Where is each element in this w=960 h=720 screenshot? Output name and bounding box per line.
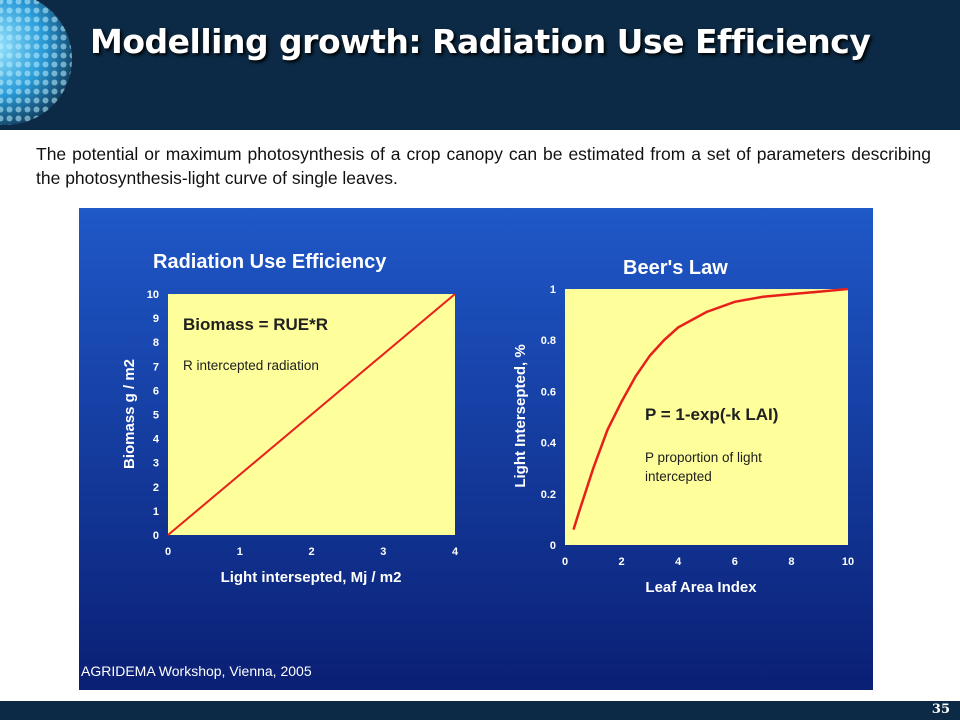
- beers-law-x-tick-label: 2: [619, 556, 625, 568]
- slide-title: Modelling growth: Radiation Use Efficien…: [90, 22, 871, 61]
- rue-y-tick-label: 10: [147, 289, 159, 301]
- rue-series-line: [167, 293, 456, 536]
- beers-law-chart-title: Beer's Law: [623, 257, 728, 279]
- rue-x-tick-label: 4: [452, 546, 459, 558]
- rue-annotation-equation: Biomass = RUE*R: [183, 315, 328, 334]
- rue-chart-title: Radiation Use Efficiency: [153, 251, 387, 273]
- rue-y-tick-label: 3: [153, 458, 159, 470]
- rue-x-tick-label: 3: [380, 546, 386, 558]
- beers-law-y-tick-label: 0.4: [541, 438, 557, 450]
- beers-law-y-ticks: 0 0.2 0.4 0.6 0.8 1: [541, 284, 557, 552]
- rue-y-tick-label: 1: [153, 506, 159, 518]
- beers-law-annotation-equation: P = 1-exp(-k LAI): [645, 405, 778, 424]
- beers-law-y-tick-label: 0.6: [541, 386, 556, 398]
- rue-y-tick-label: 6: [153, 385, 159, 397]
- beers-law-chart: Beer's Law 0 0.2 0.4 0.6 0.8 1 0 2 4 6 8 10 P = 1-…: [512, 257, 854, 596]
- slide-footer: 35: [0, 701, 960, 720]
- rue-x-axis-label: Light intersepted, Mj / m2: [221, 569, 402, 586]
- beers-law-x-tick-label: 0: [562, 556, 568, 568]
- rue-x-tick-label: 1: [237, 546, 243, 558]
- beers-law-y-axis-label: Light Intersepted, %: [512, 344, 529, 487]
- beers-law-x-tick-label: 10: [842, 556, 854, 568]
- intro-text: The potential or maximum photosynthesis …: [36, 144, 931, 188]
- beers-law-series-line: [572, 287, 849, 530]
- rue-x-tick-label: 0: [165, 546, 171, 558]
- page-number: 35: [931, 702, 950, 717]
- rue-y-tick-label: 5: [153, 410, 159, 422]
- rue-x-ticks: 0 1 2 3 4: [165, 546, 459, 558]
- rue-x-tick-label: 2: [308, 546, 314, 558]
- workshop-credit: AGRIDEMA Workshop, Vienna, 2005: [81, 663, 312, 679]
- rue-y-tick-label: 0: [153, 530, 159, 542]
- beers-law-annotation-note-line1: P proportion of light: [645, 450, 762, 465]
- beers-law-x-tick-label: 4: [675, 556, 682, 568]
- rue-annotation-note: R intercepted radiation: [183, 358, 319, 373]
- rue-y-tick-label: 9: [153, 313, 159, 325]
- beers-law-y-tick-label: 0.8: [541, 335, 556, 347]
- globe-logo-icon: [0, 0, 72, 125]
- rue-chart: Radiation Use Efficiency 0 1 2 3 4 5 6 7 8 9 10 0 1…: [121, 251, 459, 586]
- rue-y-tick-label: 2: [153, 482, 159, 494]
- beers-law-annotation-note-line2: intercepted: [645, 469, 712, 484]
- beers-law-x-tick-label: 6: [732, 556, 738, 568]
- rue-y-axis-label: Biomass g / m2: [121, 359, 138, 469]
- beers-law-x-axis-label: Leaf Area Index: [645, 579, 757, 596]
- rue-y-tick-label: 7: [153, 361, 159, 373]
- beers-law-x-ticks: 0 2 4 6 8 10: [562, 556, 854, 568]
- beers-law-y-tick-label: 1: [550, 284, 556, 296]
- beers-law-x-tick-label: 8: [788, 556, 794, 568]
- slide-header: Modelling growth: Radiation Use Efficien…: [0, 0, 960, 130]
- rue-y-tick-label: 8: [153, 337, 159, 349]
- beers-law-y-tick-label: 0: [550, 540, 556, 552]
- beers-law-plot-area: [565, 289, 848, 545]
- rue-y-ticks: 0 1 2 3 4 5 6 7 8 9 10: [147, 289, 160, 542]
- rue-y-tick-label: 4: [153, 434, 160, 446]
- beers-law-y-tick-label: 0.2: [541, 489, 556, 501]
